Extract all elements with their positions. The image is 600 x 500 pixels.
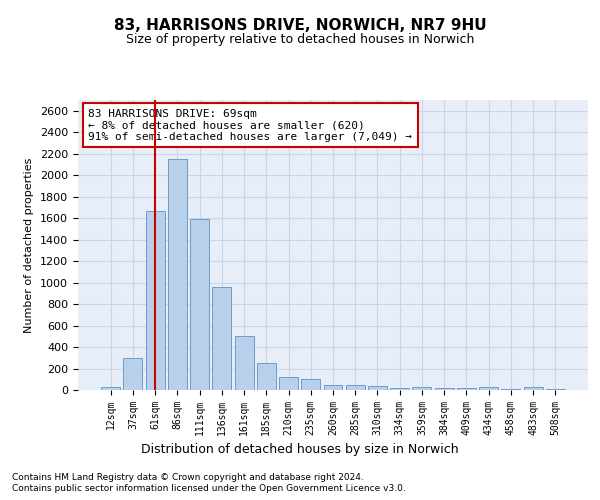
Bar — [524, 388, 542, 390]
Bar — [279, 377, 298, 390]
Text: Contains public sector information licensed under the Open Government Licence v3: Contains public sector information licen… — [12, 484, 406, 493]
Bar — [235, 336, 254, 390]
Bar — [412, 387, 431, 390]
Bar — [168, 159, 187, 390]
Text: 83 HARRISONS DRIVE: 69sqm
← 8% of detached houses are smaller (620)
91% of semi-: 83 HARRISONS DRIVE: 69sqm ← 8% of detach… — [88, 108, 412, 142]
Bar — [323, 384, 343, 390]
Bar — [124, 358, 142, 390]
Text: Distribution of detached houses by size in Norwich: Distribution of detached houses by size … — [141, 442, 459, 456]
Bar — [457, 388, 476, 390]
Y-axis label: Number of detached properties: Number of detached properties — [25, 158, 34, 332]
Text: Contains HM Land Registry data © Crown copyright and database right 2024.: Contains HM Land Registry data © Crown c… — [12, 472, 364, 482]
Bar — [301, 380, 320, 390]
Bar — [101, 388, 120, 390]
Bar — [346, 384, 365, 390]
Bar — [435, 388, 454, 390]
Bar — [390, 388, 409, 390]
Bar — [368, 386, 387, 390]
Text: Size of property relative to detached houses in Norwich: Size of property relative to detached ho… — [126, 32, 474, 46]
Bar — [479, 387, 498, 390]
Bar — [190, 219, 209, 390]
Bar — [257, 363, 276, 390]
Bar — [212, 287, 231, 390]
Text: 83, HARRISONS DRIVE, NORWICH, NR7 9HU: 83, HARRISONS DRIVE, NORWICH, NR7 9HU — [113, 18, 487, 32]
Bar — [146, 210, 164, 390]
